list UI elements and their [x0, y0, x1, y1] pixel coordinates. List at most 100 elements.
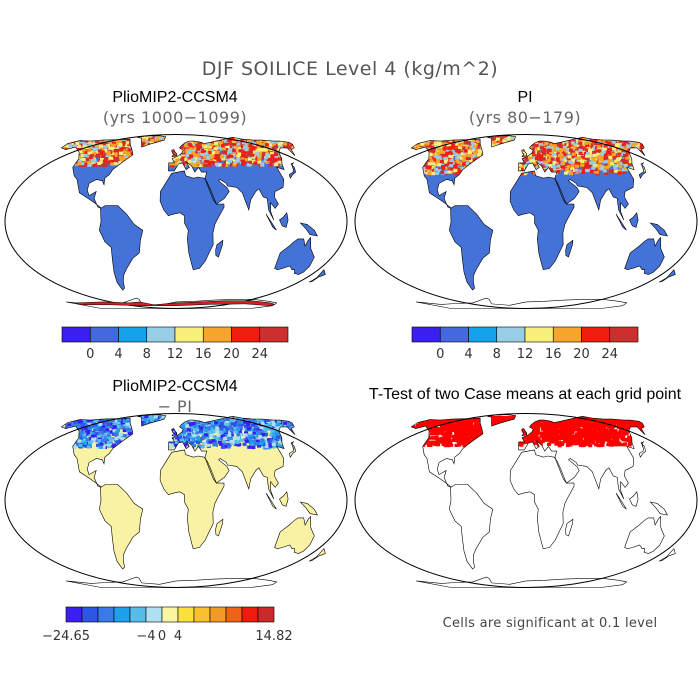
new-zealand-outline: [308, 548, 326, 562]
colorbar-tick-label: −4: [136, 629, 155, 644]
panel-1-title: PlioMIP2-CCSM4: [112, 89, 238, 106]
colorbar-swatch: [161, 606, 179, 623]
colorbar-tick-label: 24: [601, 347, 618, 362]
map-ttest-content: [354, 413, 698, 588]
borneo-outline: [279, 491, 289, 507]
new-guinea-land: [300, 223, 318, 236]
south-america-land: [99, 484, 143, 569]
new-zealand-land: [309, 548, 326, 562]
australia-land: [624, 516, 665, 554]
map-panel-pliomip2: [4, 134, 348, 309]
madagascar-outline: [565, 239, 574, 258]
new-guinea-land: [300, 502, 318, 515]
madagascar-outline: [565, 518, 574, 537]
panel-2-subtitle: (yrs 80−179): [468, 108, 582, 127]
africa-land: [510, 170, 575, 270]
colorbar-tick-label: 16: [545, 347, 562, 362]
new-zealand-outline: [308, 269, 326, 283]
colorbar-swatch: [552, 326, 582, 343]
australia-outline: [274, 515, 315, 554]
colorbar-swatch: [81, 606, 99, 623]
new-zealand-land: [659, 548, 676, 562]
colorbar-tick-label: 16: [195, 347, 212, 362]
japan-outline: [288, 441, 297, 458]
borneo-land: [279, 491, 289, 507]
panel-1-subtitle: (yrs 1000−1099): [102, 108, 248, 127]
borneo-land: [629, 212, 639, 228]
colorbar-tick-label: 4: [174, 629, 182, 644]
north-america-outline: [60, 417, 134, 488]
borneo-outline: [279, 212, 289, 228]
colorbar-swatch: [609, 326, 639, 343]
colorbar-swatch: [259, 326, 289, 343]
south-america-land: [99, 205, 143, 290]
panel-2-title: PI: [517, 89, 533, 106]
colorbar-swatch: [145, 606, 163, 623]
south-america-outline: [98, 484, 144, 570]
south-america-land: [449, 484, 493, 569]
greenland-outline: [487, 135, 517, 148]
colorbar-tick-label: 0: [436, 347, 444, 362]
australia-outline: [624, 515, 665, 554]
colorbar-tick-label: 0: [86, 347, 94, 362]
colorbar-swatch: [581, 326, 611, 343]
south-america-land: [449, 205, 493, 290]
greenland-outline: [137, 135, 167, 148]
japan-outline: [638, 162, 647, 179]
japan-land: [289, 162, 296, 179]
map-border: [4, 134, 348, 309]
uk-outline: [521, 428, 528, 437]
borneo-outline: [629, 491, 639, 507]
colorbar-tick-label: 12: [167, 347, 184, 362]
colorbar-swatch: [524, 326, 554, 343]
antarctica-outline: [416, 576, 628, 588]
colorbar-swatch: [113, 606, 131, 623]
colorbar-swatch: [225, 606, 243, 623]
africa-land: [160, 170, 225, 270]
australia-outline: [274, 236, 315, 275]
japan-outline: [288, 162, 297, 179]
borneo-land: [629, 491, 639, 507]
colorbar-tick-label: 8: [493, 347, 501, 362]
map-panel-pi: [354, 134, 698, 309]
australia-land: [274, 516, 315, 554]
australia-land: [624, 237, 665, 275]
new-zealand-outline: [658, 548, 676, 562]
japan-outline: [638, 441, 647, 458]
south-america-outline: [448, 484, 494, 570]
panel-3-subtitle: − PI: [157, 397, 193, 416]
colorbar-tick-label: −24.65: [42, 629, 90, 644]
panel-3-title: PlioMIP2-CCSM4: [112, 378, 238, 395]
africa-outline: [509, 449, 575, 550]
australia-outline: [624, 236, 665, 275]
colorbar-swatch: [241, 606, 259, 623]
south-america-outline: [448, 205, 494, 291]
north-america-outline: [410, 138, 484, 209]
africa-outline: [509, 170, 575, 271]
south-america-outline: [98, 205, 144, 291]
new-guinea-land: [650, 502, 668, 515]
africa-outline: [159, 170, 225, 271]
north-america-outline: [60, 138, 134, 209]
africa-land: [160, 449, 225, 549]
greenland-outline: [137, 414, 167, 427]
colorbar-swatch: [439, 326, 469, 343]
greenland-outline: [487, 414, 517, 427]
borneo-land: [279, 212, 289, 228]
new-guinea-outline: [649, 501, 668, 516]
colorbar-swatch: [89, 326, 119, 343]
japan-land: [289, 441, 296, 458]
colorbar-swatch: [496, 326, 526, 343]
map-pi-content: [354, 134, 698, 309]
colorbar-tick-label: 4: [114, 347, 122, 362]
colorbar-tick-label: 4: [464, 347, 472, 362]
colorbar-swatch: [193, 606, 211, 623]
colorbar-tick-label: 12: [517, 347, 534, 362]
colorbar-tick-label: 8: [143, 347, 151, 362]
colorbar-swatch: [118, 326, 148, 343]
significance-note: Cells are significant at 0.1 level: [442, 616, 658, 631]
colorbar-swatch: [202, 326, 232, 343]
australia-land: [274, 237, 315, 275]
indonesia-outline: [265, 214, 277, 231]
colorbar-tick-label: 24: [251, 347, 268, 362]
